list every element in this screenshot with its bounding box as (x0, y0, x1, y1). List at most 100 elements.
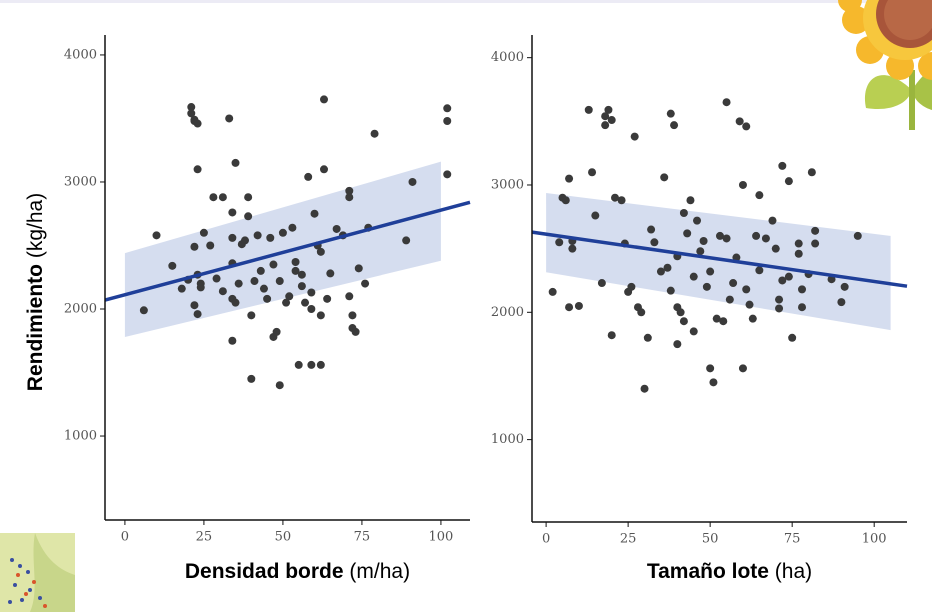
data-point (837, 298, 846, 307)
data-point (320, 95, 328, 104)
data-point (647, 225, 656, 234)
x-tick-label: 75 (784, 532, 801, 547)
data-point (574, 301, 583, 310)
data-point (775, 295, 784, 304)
data-point (228, 208, 237, 217)
data-point (794, 249, 803, 258)
data-point (601, 121, 610, 130)
data-point (755, 191, 764, 200)
data-point (247, 311, 256, 320)
data-point (591, 211, 600, 220)
x-axis-label-bold: Densidad borde (185, 560, 344, 583)
data-point (706, 267, 715, 276)
x-tick-label: 0 (121, 530, 129, 545)
data-point (332, 224, 341, 233)
confidence-band (546, 193, 891, 331)
data-point (345, 292, 354, 301)
data-point (568, 244, 577, 253)
data-point (607, 331, 616, 340)
data-point (228, 336, 237, 345)
data-point (297, 282, 306, 291)
data-point (735, 117, 744, 126)
data-point (673, 340, 682, 349)
data-point (738, 180, 747, 189)
data-point (784, 177, 793, 186)
data-point (443, 116, 452, 125)
data-point (139, 306, 148, 315)
x-tick-label: 0 (542, 532, 550, 547)
data-point (555, 238, 564, 247)
data-point (722, 98, 731, 107)
data-point (683, 229, 692, 238)
data-point (798, 303, 807, 312)
data-point (234, 279, 243, 288)
data-point (761, 234, 770, 243)
data-point (345, 186, 354, 195)
data-point (696, 247, 705, 256)
data-point (288, 223, 297, 232)
data-point (702, 282, 711, 291)
data-point (307, 288, 316, 297)
data-point (199, 228, 208, 237)
data-point (218, 287, 227, 296)
data-point (225, 114, 234, 123)
regression-line (531, 230, 908, 288)
x-tick-label: 25 (620, 532, 637, 547)
data-point (565, 174, 574, 183)
data-point (656, 267, 665, 276)
data-point (269, 260, 278, 269)
data-point (326, 269, 335, 278)
data-point (630, 132, 639, 141)
confidence-band (124, 161, 441, 337)
data-point (752, 231, 761, 240)
x-tick-label: 50 (702, 532, 719, 547)
data-point (187, 103, 196, 112)
data-point (190, 301, 199, 310)
data-point (666, 109, 675, 118)
data-point (354, 264, 363, 273)
data-point (768, 216, 777, 225)
data-point (443, 104, 452, 113)
data-point (715, 231, 724, 240)
data-point (177, 284, 186, 293)
data-point (748, 314, 757, 323)
y-tick-label: 1000 (491, 432, 524, 447)
data-point (256, 266, 265, 275)
data-point (722, 234, 731, 243)
y-axis-label-bold: Rendimiento (24, 264, 47, 391)
data-point (304, 172, 313, 181)
data-point (771, 244, 780, 253)
data-point (637, 308, 646, 317)
data-point (263, 294, 272, 303)
x-axis-label-unit: (m/ha) (349, 560, 410, 583)
data-point (611, 193, 620, 202)
data-point (351, 327, 360, 336)
data-point (320, 165, 328, 174)
data-point (679, 317, 688, 326)
data-point (253, 231, 262, 240)
y-tick-label: 4000 (64, 47, 97, 62)
y-tick-label: 3000 (491, 177, 524, 192)
data-point (729, 279, 738, 288)
data-point (231, 158, 240, 167)
data-point (244, 193, 253, 202)
data-point (285, 292, 294, 301)
data-point (228, 233, 237, 242)
data-point (745, 300, 754, 309)
data-point (193, 165, 202, 174)
data-point (548, 287, 557, 296)
data-point (278, 228, 287, 237)
data-point (259, 284, 268, 293)
data-point (719, 317, 728, 326)
data-point (231, 298, 240, 307)
data-point (686, 196, 695, 205)
data-point (561, 196, 570, 205)
data-point (699, 237, 708, 246)
data-point (706, 364, 715, 373)
data-point (244, 212, 253, 221)
data-point (206, 241, 215, 250)
data-point (588, 168, 597, 177)
sunflower-icon (838, 0, 932, 130)
data-point (370, 129, 379, 138)
data-point (840, 282, 849, 291)
